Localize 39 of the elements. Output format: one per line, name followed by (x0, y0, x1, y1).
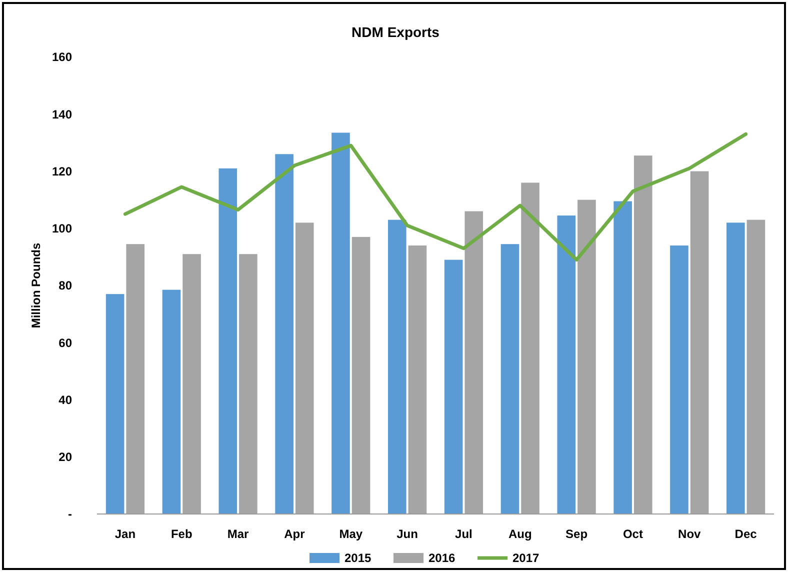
bar (500, 244, 520, 514)
y-tick-label: 100 (52, 222, 72, 236)
x-tick-label: Apr (284, 527, 306, 541)
bar (557, 216, 576, 514)
bar (726, 222, 745, 514)
y-tick-label: 140 (52, 107, 72, 122)
x-tick-label: Dec (734, 527, 758, 541)
x-tick-label: Jun (396, 527, 418, 541)
y-tick-label: 160 (52, 50, 72, 64)
y-tick-label: 60 (58, 336, 72, 350)
legend-label: 2016 (428, 551, 456, 566)
legend-label: 2017 (512, 551, 540, 566)
bar (275, 154, 294, 514)
chart-title: NDM Exports (352, 24, 440, 40)
x-tick-label: Mar (227, 527, 250, 541)
x-tick-label: Feb (170, 527, 192, 541)
line-series (123, 132, 748, 262)
x-tick-label: Oct (622, 527, 643, 541)
bar (614, 201, 632, 514)
y-axis-title: Million Pounds (29, 242, 43, 328)
y-tick-label: 80 (58, 278, 72, 293)
x-tick-label: Jan (114, 527, 136, 541)
x-tick-label: Nov (678, 527, 702, 541)
y-tick-label: 40 (58, 392, 72, 407)
x-tick-label: Sep (566, 527, 588, 541)
bar (332, 132, 350, 514)
x-tick-label: May (339, 527, 363, 541)
x-tick-label: Aug (508, 527, 532, 541)
bar (670, 246, 688, 514)
y-tick-label: 120 (52, 164, 72, 178)
bar (106, 294, 124, 514)
y-tick-label: 20 (58, 450, 72, 464)
legend-label: 2015 (344, 551, 372, 566)
bar (388, 220, 406, 514)
x-tick-label: Jul (455, 527, 472, 541)
y-tick-label: - (68, 507, 72, 522)
bar (444, 260, 463, 514)
bar (162, 290, 181, 514)
bar (218, 168, 238, 514)
